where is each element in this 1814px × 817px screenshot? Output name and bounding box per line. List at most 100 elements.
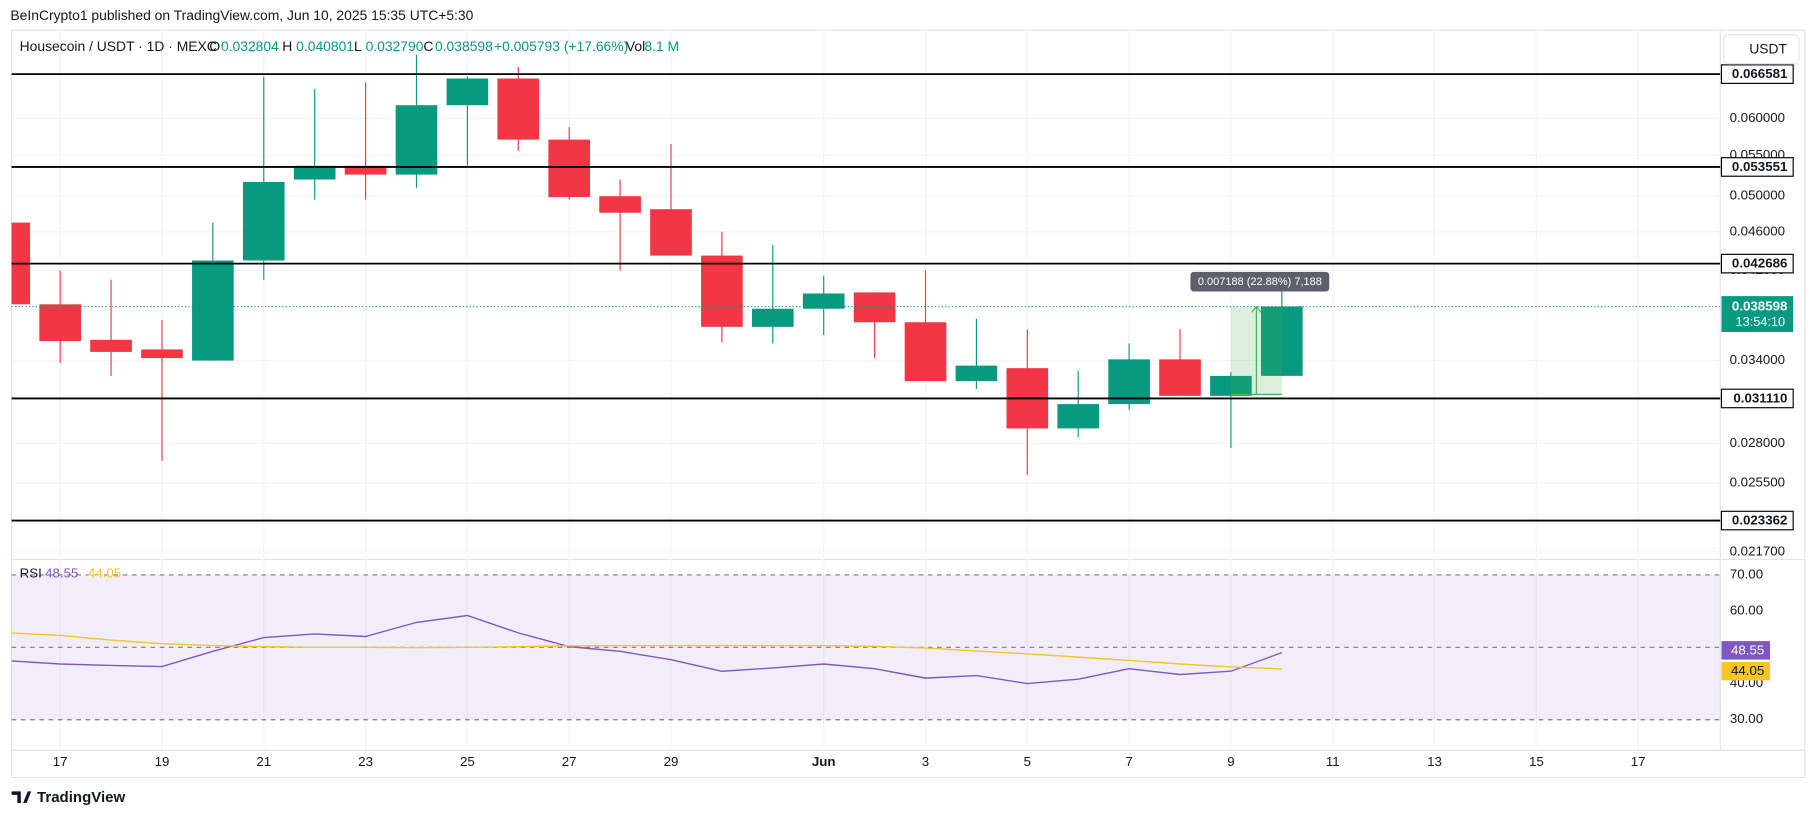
x-tick-label: 23 xyxy=(358,754,373,769)
rsi-tick-label: 60.00 xyxy=(1730,603,1763,618)
x-tick-label: 21 xyxy=(256,754,271,769)
y-tick-label: 0.060000 xyxy=(1730,110,1785,125)
symbol: Housecoin / USDT · 1D · MEXC xyxy=(20,38,217,54)
rsi-tick-label: 70.00 xyxy=(1730,566,1763,581)
x-tick-label: 3 xyxy=(922,754,929,769)
volume-key: Vol xyxy=(626,38,645,54)
candle-body xyxy=(192,260,234,361)
level-label: 0.066581 xyxy=(1732,66,1788,81)
axes: 17 19 21 23 25 27 29 Jun 3 5 7 9 11 13 15 17 0.060000 0.0… xyxy=(20,64,1794,769)
rsi-line xyxy=(11,632,1282,670)
candle-body xyxy=(497,78,540,140)
x-tick-label: 5 xyxy=(1024,754,1031,769)
level-label: 0.031110 xyxy=(1733,391,1787,406)
currency-button-label[interactable]: USDT xyxy=(1749,41,1787,57)
x-tick-label: 9 xyxy=(1227,754,1234,769)
candle-body xyxy=(955,365,998,382)
x-tick-label: 13 xyxy=(1427,754,1442,769)
candle-body xyxy=(599,196,641,213)
candle-body xyxy=(1210,375,1252,396)
y-tick-label: 0.046000 xyxy=(1730,223,1785,238)
last-price-label: 0.038598 xyxy=(1732,299,1787,314)
measure-arrowhead xyxy=(1251,305,1262,313)
candle-body xyxy=(904,322,947,382)
x-tick-label: 17 xyxy=(1631,754,1646,769)
x-tick-label: 11 xyxy=(1326,754,1340,769)
x-tick-label: 25 xyxy=(460,754,475,769)
candle-body xyxy=(853,292,896,323)
change: +0.005793 (+17.66%) xyxy=(494,38,628,54)
level-label-box xyxy=(1720,253,1794,274)
candle-body xyxy=(344,165,387,175)
rsi-legend-value: 44.05 xyxy=(88,565,121,580)
x-tick-label: 15 xyxy=(1529,754,1544,769)
candle-body xyxy=(548,139,591,198)
y-tick-label: 0.021700 xyxy=(1730,544,1785,559)
rsi-value-box xyxy=(1721,641,1771,660)
currency-button[interactable] xyxy=(1723,34,1800,65)
ohlc-key: O xyxy=(209,38,220,54)
candle-body xyxy=(1108,359,1150,405)
level-label-box xyxy=(1720,157,1794,177)
volume-value: 8.1 M xyxy=(644,38,679,54)
x-tick-label: Jun xyxy=(812,754,836,769)
rsi-tick-label: 30.00 xyxy=(1730,711,1763,726)
candle-body xyxy=(90,339,132,352)
level-label-box xyxy=(1720,388,1794,409)
rsi-value-label: 44.05 xyxy=(1731,663,1764,678)
rsi-line xyxy=(11,614,1283,685)
rsi-value-label: 48.55 xyxy=(1731,642,1764,657)
candle-body xyxy=(242,181,285,261)
footer-brand: TradingView xyxy=(37,789,125,806)
footer-logo: TradingView xyxy=(11,789,126,806)
level-label-box xyxy=(1720,510,1794,531)
x-tick-label: 19 xyxy=(155,754,170,769)
measure-label: 0.007188 (22.88%) 7,188 xyxy=(1198,276,1322,288)
candle-body xyxy=(446,78,489,106)
measure-label-box xyxy=(1190,271,1330,292)
countdown: 13:54:10 xyxy=(1736,314,1786,329)
rsi-legend-value: 48.55 xyxy=(45,565,78,580)
x-tick-label: 29 xyxy=(664,754,679,769)
ohlc-key: C xyxy=(423,38,433,54)
candle-body xyxy=(39,304,81,341)
logo-mark xyxy=(11,791,32,803)
candle-body xyxy=(701,255,743,327)
ohlc-key: H xyxy=(282,38,292,54)
candle-body xyxy=(293,165,336,180)
ohlc-value: 0.032790 xyxy=(366,38,424,54)
ohlc-key: L xyxy=(354,38,362,54)
rsi-title: RSI xyxy=(20,565,42,580)
x-tick-label: 7 xyxy=(1125,754,1132,769)
y-tick-label: 0.050000 xyxy=(1730,188,1785,203)
ohlc-value: 0.038598 xyxy=(435,38,493,54)
ohlc-value: 0.032804 xyxy=(221,38,279,54)
rsi-pane xyxy=(11,574,1721,721)
candle-body xyxy=(751,308,794,327)
y-tick-label: 0.025500 xyxy=(1730,475,1785,490)
rsi-value-box xyxy=(1721,661,1771,681)
publisher-note: BeInCrypto1 published on TradingView.com… xyxy=(10,7,473,23)
candle-body xyxy=(802,293,845,309)
level-label: 0.053551 xyxy=(1732,159,1788,174)
candle-body xyxy=(1261,306,1303,376)
candle-body xyxy=(141,349,183,359)
last-price-box xyxy=(1721,296,1794,332)
price-pane xyxy=(11,54,1721,522)
candle-body xyxy=(395,105,438,175)
level-label: 0.023362 xyxy=(1732,513,1787,528)
frame xyxy=(10,29,1806,779)
candle-body xyxy=(1057,404,1100,429)
x-tick-label: 27 xyxy=(562,754,577,769)
x-tick-label: 17 xyxy=(53,754,68,769)
candle-body xyxy=(1159,359,1201,396)
level-label: 0.042686 xyxy=(1732,256,1787,271)
y-tick-label: 0.034000 xyxy=(1730,352,1785,367)
ohlc-value: 0.040801 xyxy=(296,38,354,54)
legend-header: Housecoin / USDT · 1D · MEXC O 0.032804 H 0… xyxy=(20,38,679,54)
candle-body xyxy=(650,209,692,256)
level-label-box xyxy=(1720,64,1794,84)
y-tick-label: 0.028000 xyxy=(1730,435,1785,450)
